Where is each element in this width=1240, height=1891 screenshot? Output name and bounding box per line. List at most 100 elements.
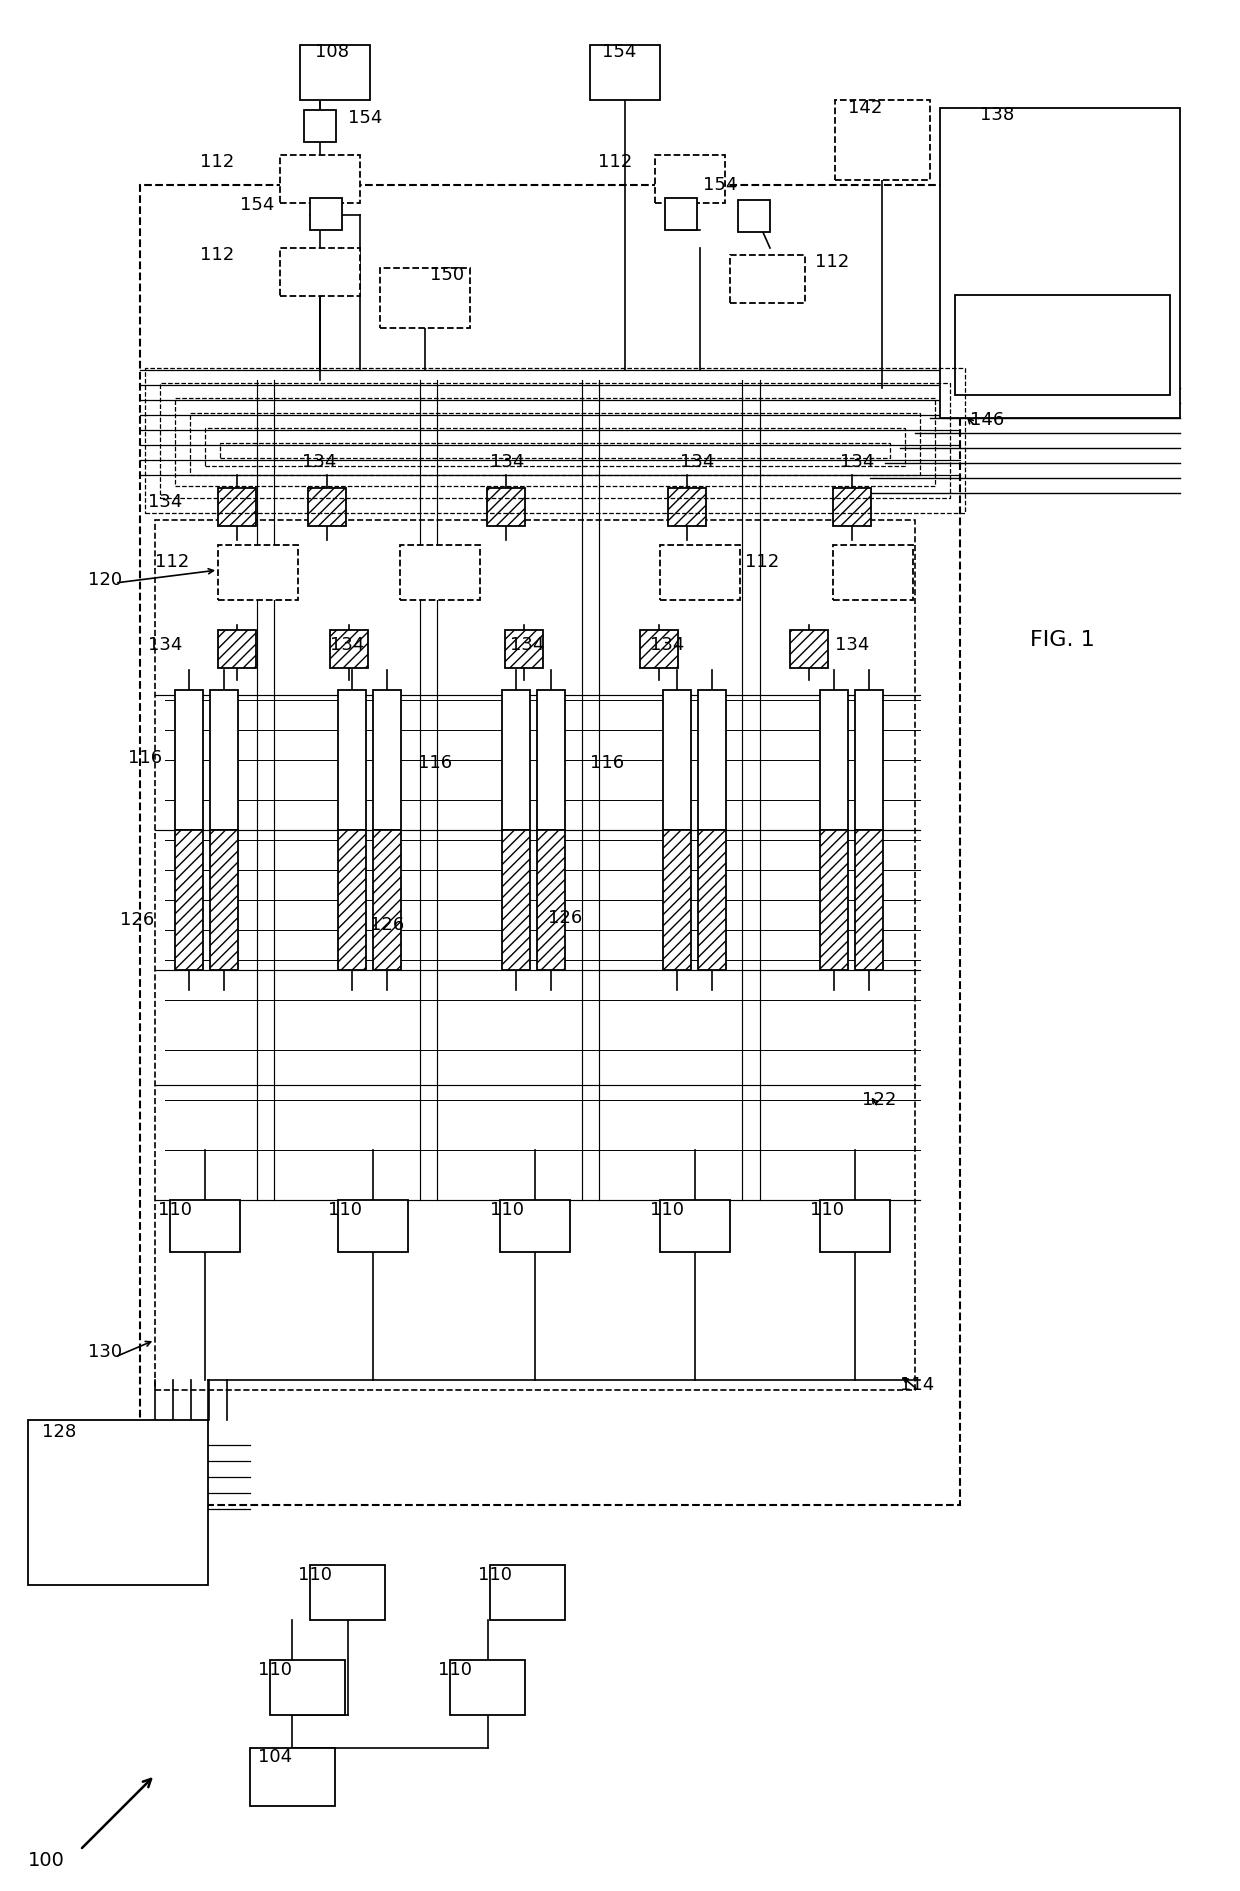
Bar xyxy=(668,488,706,526)
Bar xyxy=(505,630,543,668)
Text: 110: 110 xyxy=(298,1566,332,1585)
Text: 112: 112 xyxy=(200,153,234,170)
Bar xyxy=(304,110,336,142)
Bar xyxy=(379,269,470,327)
Text: 126: 126 xyxy=(370,915,404,934)
Bar xyxy=(219,442,890,458)
Bar xyxy=(537,830,565,970)
Bar xyxy=(450,1660,525,1715)
Bar xyxy=(210,830,238,970)
Bar xyxy=(655,155,725,202)
Bar xyxy=(500,1201,570,1252)
Text: 110: 110 xyxy=(438,1660,472,1679)
Text: 134: 134 xyxy=(835,635,869,654)
Bar xyxy=(401,545,480,599)
Text: 112: 112 xyxy=(598,153,632,170)
Bar xyxy=(663,830,691,970)
Bar xyxy=(790,630,828,668)
Text: 150: 150 xyxy=(430,267,464,284)
Text: 116: 116 xyxy=(590,755,624,772)
Bar xyxy=(190,412,920,475)
Text: 114: 114 xyxy=(900,1377,934,1394)
Text: 134: 134 xyxy=(490,454,525,471)
Bar xyxy=(210,690,238,830)
Text: 154: 154 xyxy=(703,176,738,195)
Text: 134: 134 xyxy=(148,635,182,654)
Text: 112: 112 xyxy=(815,253,849,270)
Bar xyxy=(140,185,960,1505)
Text: 110: 110 xyxy=(650,1201,684,1220)
Bar xyxy=(856,690,883,830)
Bar xyxy=(308,488,346,526)
Bar xyxy=(175,397,935,486)
Bar xyxy=(310,1566,384,1621)
Text: 134: 134 xyxy=(839,454,874,471)
Bar xyxy=(537,690,565,830)
Bar xyxy=(738,200,770,233)
Text: 126: 126 xyxy=(120,911,154,928)
Bar xyxy=(155,520,915,1390)
Bar xyxy=(218,488,255,526)
Text: 134: 134 xyxy=(148,494,182,511)
Bar xyxy=(833,545,913,599)
Text: 130: 130 xyxy=(88,1343,122,1362)
Bar xyxy=(833,488,870,526)
Bar xyxy=(270,1660,345,1715)
Bar xyxy=(487,488,525,526)
Bar xyxy=(502,830,529,970)
Bar xyxy=(698,830,725,970)
Text: 110: 110 xyxy=(258,1660,291,1679)
Bar xyxy=(835,100,930,180)
Text: 110: 110 xyxy=(329,1201,362,1220)
Bar xyxy=(339,830,366,970)
Bar xyxy=(820,830,848,970)
Bar xyxy=(955,295,1171,395)
Text: 120: 120 xyxy=(88,571,122,588)
Text: 134: 134 xyxy=(650,635,684,654)
Text: 154: 154 xyxy=(348,110,382,127)
Text: 108: 108 xyxy=(315,43,348,61)
Bar xyxy=(310,199,342,231)
Bar xyxy=(590,45,660,100)
Text: 138: 138 xyxy=(980,106,1014,125)
Text: 134: 134 xyxy=(680,454,714,471)
Text: 128: 128 xyxy=(42,1424,76,1441)
Text: 134: 134 xyxy=(330,635,365,654)
Bar xyxy=(280,155,360,202)
Text: 110: 110 xyxy=(477,1566,512,1585)
Text: 154: 154 xyxy=(601,43,636,61)
Text: 146: 146 xyxy=(970,410,1004,429)
Text: 134: 134 xyxy=(303,454,336,471)
Text: 112: 112 xyxy=(200,246,234,265)
Bar xyxy=(660,1201,730,1252)
Bar xyxy=(170,1201,241,1252)
Bar xyxy=(29,1420,208,1585)
Text: 116: 116 xyxy=(418,755,453,772)
Text: 104: 104 xyxy=(258,1747,293,1766)
Bar xyxy=(250,1747,335,1806)
Bar xyxy=(160,384,950,497)
Bar xyxy=(330,630,368,668)
Bar xyxy=(940,108,1180,418)
Text: 126: 126 xyxy=(548,910,583,927)
Bar xyxy=(218,630,255,668)
Bar xyxy=(660,545,740,599)
Bar xyxy=(300,45,370,100)
Bar xyxy=(373,830,401,970)
Bar xyxy=(665,199,697,231)
Bar xyxy=(730,255,805,303)
Text: 112: 112 xyxy=(745,552,779,571)
Bar xyxy=(698,690,725,830)
Text: 100: 100 xyxy=(29,1851,64,1870)
Bar xyxy=(663,690,691,830)
Bar xyxy=(820,1201,890,1252)
Bar xyxy=(280,248,360,297)
Bar xyxy=(145,369,965,512)
Bar xyxy=(373,690,401,830)
Text: 116: 116 xyxy=(128,749,162,768)
Bar xyxy=(205,427,905,465)
Bar xyxy=(856,830,883,970)
Text: 110: 110 xyxy=(157,1201,192,1220)
Bar xyxy=(490,1566,565,1621)
Bar xyxy=(502,690,529,830)
